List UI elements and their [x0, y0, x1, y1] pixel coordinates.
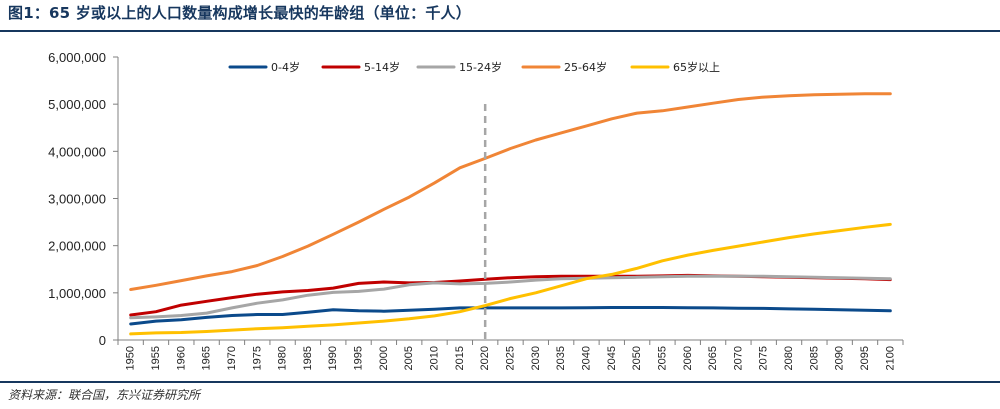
legend-label: 25-64岁 [564, 60, 607, 74]
x-tick-label: 2080 [783, 346, 795, 370]
y-tick-label: 6,000,000 [48, 50, 106, 65]
source-note: 资料来源：联合国，东兴证券研究所 [8, 388, 201, 402]
x-tick-label: 2055 [656, 346, 668, 370]
line-chart: 0 1,000,000 2,000,000 3,000,000 4,000,000 5,0… [48, 50, 904, 370]
x-tick-label: 2000 [378, 346, 390, 370]
x-tick-label: 1950 [125, 346, 137, 370]
x-tick-label: 2030 [530, 346, 542, 370]
axes: 0 1,000,000 2,000,000 3,000,000 4,000,000 5,0… [48, 50, 904, 370]
x-tick-label: 2050 [631, 346, 643, 370]
series-lines [129, 92, 892, 340]
x-tick-label: 2035 [555, 346, 567, 370]
x-tick-label: 1965 [201, 346, 213, 370]
legend-label: 5-14岁 [364, 60, 400, 74]
x-tick-label: 2015 [454, 346, 466, 370]
x-tick-label: 2025 [505, 346, 517, 370]
x-tick-label: 2040 [580, 346, 592, 370]
x-tick-label: 2010 [429, 346, 441, 370]
x-tick-label: 2005 [403, 346, 415, 370]
y-tick-label: 1,000,000 [48, 286, 106, 301]
legend: 0-4岁 5-14岁 15-24岁 25-64岁 65岁以上 [228, 60, 720, 74]
y-tick-label: 0 [99, 333, 106, 348]
y-tick-label: 5,000,000 [48, 97, 106, 112]
x-tick-label: 2075 [758, 346, 770, 370]
source-rule [0, 381, 1000, 383]
x-tick-label: 2100 [884, 346, 896, 370]
x-tick-label: 2045 [606, 346, 618, 370]
x-tick-label: 1955 [150, 346, 162, 370]
chart-title: 图1：65 岁或以上的人口数量构成增长最快的年龄组（单位：千人） [8, 4, 471, 22]
legend-label: 0-4岁 [271, 60, 300, 74]
y-tick-label: 4,000,000 [48, 144, 106, 159]
x-tick-label: 1970 [226, 346, 238, 370]
x-tick-label: 1990 [327, 346, 339, 370]
series-line-25-64岁 [129, 92, 892, 291]
x-tick-label: 2085 [808, 346, 820, 370]
y-tick-label: 2,000,000 [48, 239, 106, 254]
legend-label: 15-24岁 [459, 60, 502, 74]
x-tick-label: 1985 [302, 346, 314, 370]
x-tick-label: 2020 [479, 346, 491, 370]
x-tick-label: 2095 [859, 346, 871, 370]
x-tick-label: 1980 [277, 346, 289, 370]
title-rule [0, 30, 1000, 32]
x-tick-label: 1975 [251, 346, 263, 370]
series-line-0-4岁 [129, 306, 892, 326]
x-tick-label: 2065 [707, 346, 719, 370]
x-tick-label: 2090 [834, 346, 846, 370]
x-tick-label: 2070 [732, 346, 744, 370]
series-line-65岁以上 [129, 222, 892, 336]
y-tick-label: 3,000,000 [48, 192, 106, 207]
x-tick-label: 1995 [353, 346, 365, 370]
x-tick-label: 1960 [175, 346, 187, 370]
x-tick-label: 2060 [682, 346, 694, 370]
series-line-15-24岁 [129, 274, 892, 320]
legend-label: 65岁以上 [673, 60, 720, 74]
